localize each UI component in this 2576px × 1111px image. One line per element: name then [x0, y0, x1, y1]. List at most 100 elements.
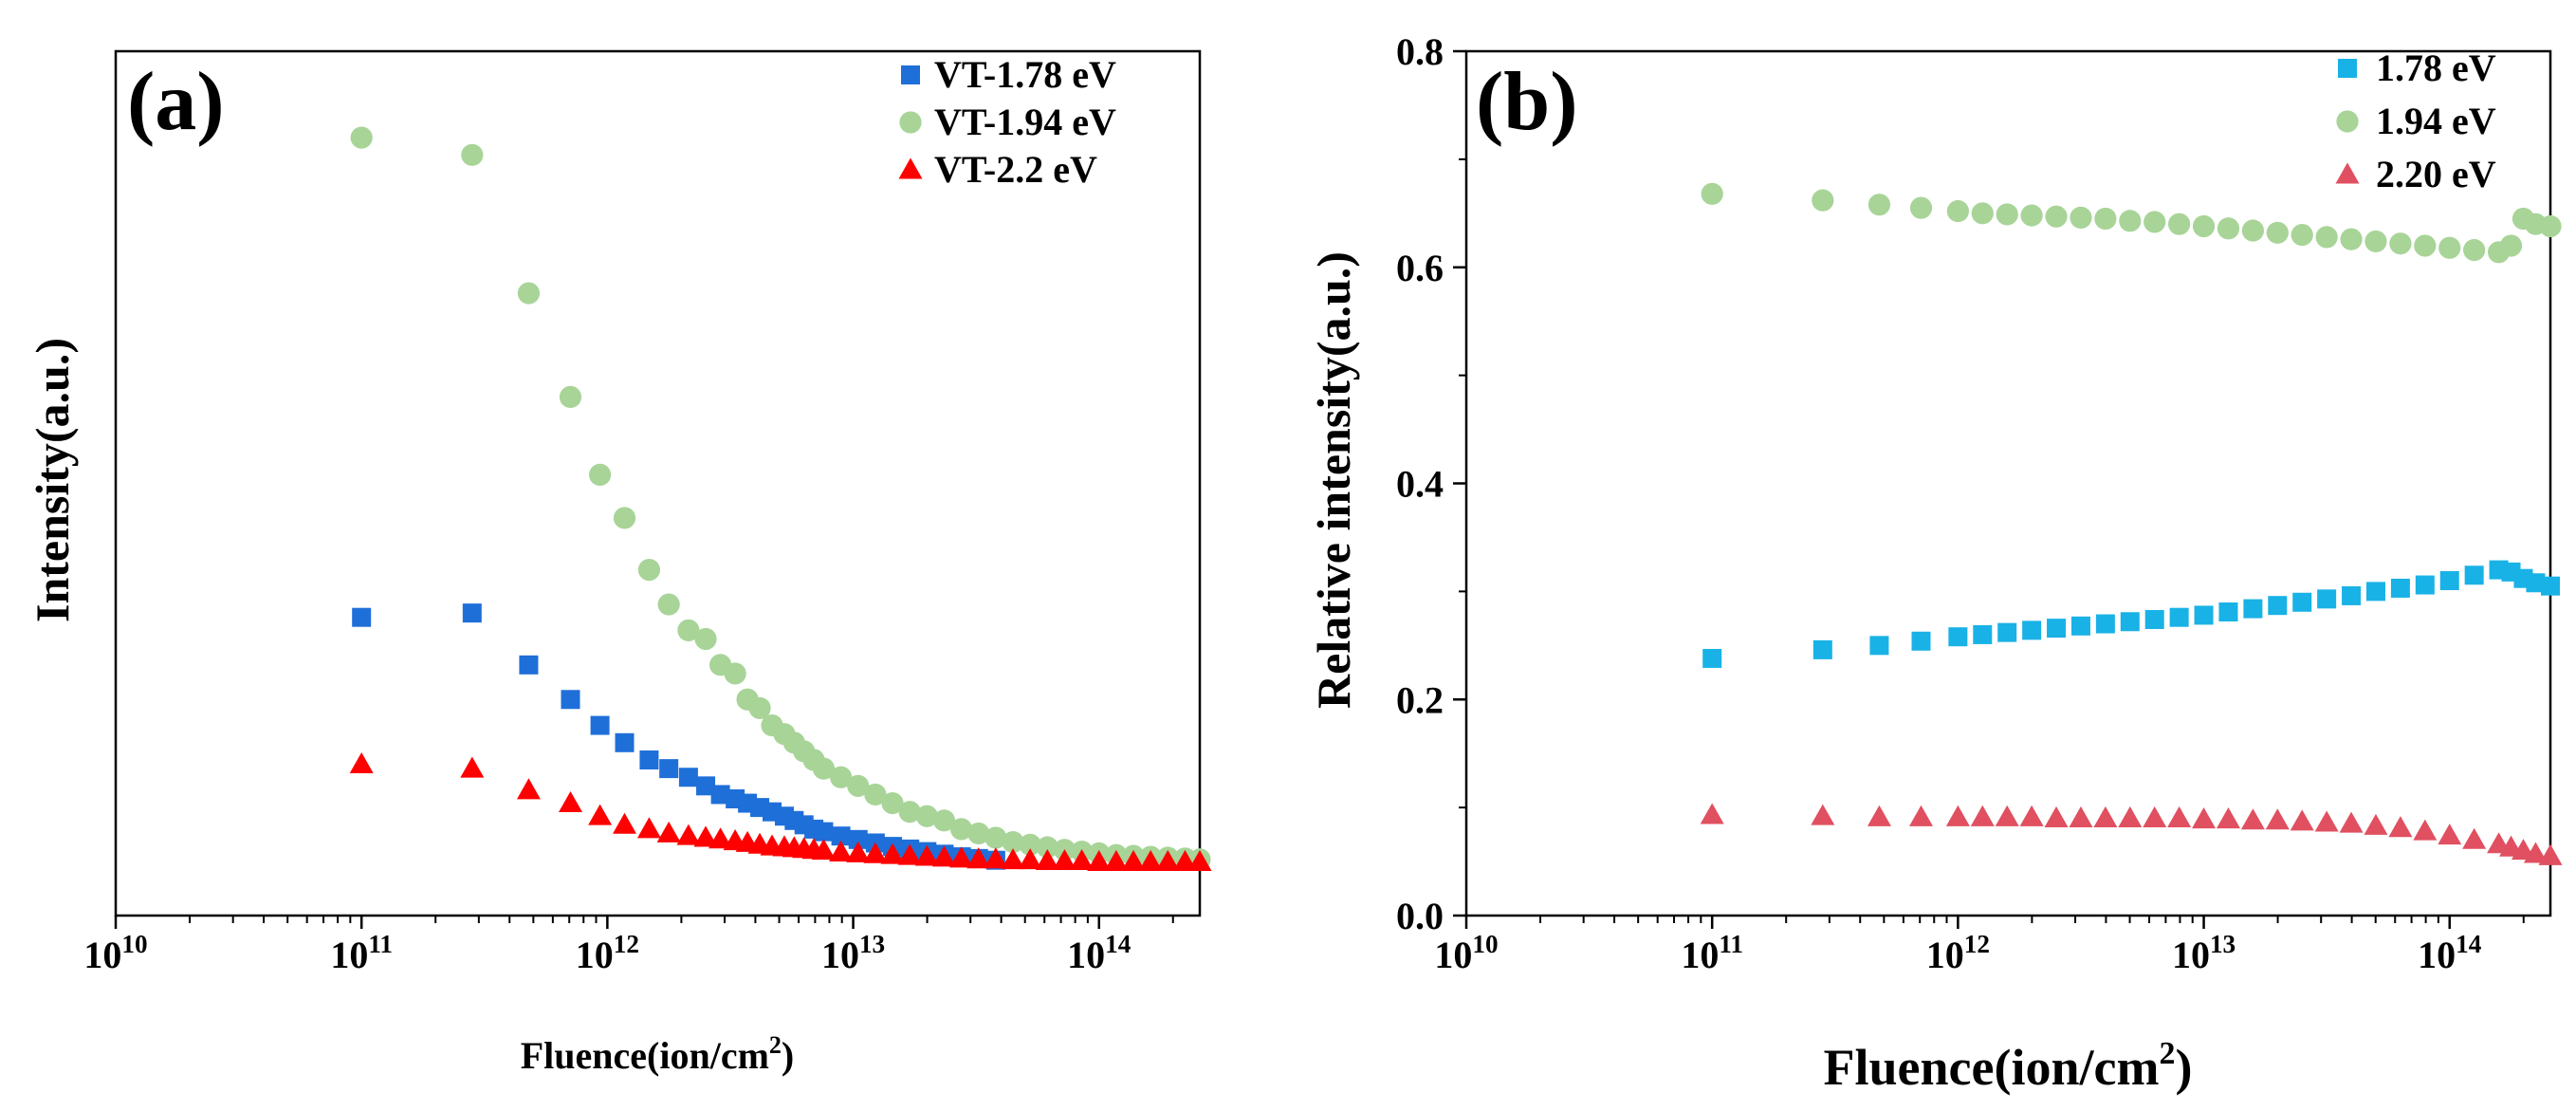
x-axis-ticks: 1010 1011 1012 1013 1014 — [83, 916, 1174, 976]
data-point — [657, 593, 680, 616]
data-point — [2045, 205, 2068, 228]
data-point — [2291, 223, 2313, 247]
x-axis-label: Fluence(ion/cm2) — [521, 1031, 795, 1077]
data-point — [1104, 849, 1129, 871]
data-point — [558, 790, 582, 813]
data-point — [1812, 639, 1832, 659]
data-point — [1867, 805, 1891, 826]
data-point — [2047, 619, 2067, 639]
data-point — [2390, 578, 2410, 598]
data-point — [898, 801, 921, 824]
data-point — [2194, 605, 2214, 625]
data-point — [1971, 202, 1994, 225]
data-point — [613, 812, 637, 834]
data-point — [2169, 607, 2189, 627]
data-point — [966, 847, 991, 869]
x-axis-label-sup: 2 — [2159, 1036, 2175, 1071]
y-tick-label: 0.2 — [1396, 678, 1444, 721]
data-point — [814, 822, 834, 842]
data-point — [2168, 213, 2191, 235]
x-axis-ticks: 1010 1011 1012 1013 1014 — [1434, 916, 2525, 976]
data-point — [2439, 570, 2459, 590]
data-point — [2538, 843, 2563, 865]
data-point — [1911, 631, 1931, 651]
data-point — [656, 821, 681, 843]
data-point — [2022, 620, 2042, 640]
y-axis-label: Intensity(a.u.) — [26, 338, 79, 622]
y-tick-label: 0.8 — [1396, 30, 1444, 73]
data-point — [1700, 803, 1724, 824]
data-point — [559, 385, 582, 408]
data-point — [636, 817, 661, 839]
x-tick-label: 1011 — [330, 930, 393, 976]
x-tick-label: 1014 — [2418, 930, 2482, 976]
panel-a: 1010 1011 1012 1013 1014 VT-1.78 eV VT-1.94 e… — [26, 49, 1212, 1077]
data-point — [1019, 833, 1041, 856]
data-point — [915, 805, 938, 827]
data-point — [2526, 573, 2546, 593]
x-axis-label-main: Fluence(ion/cm — [521, 1034, 769, 1077]
legend-label: 1.94 eV — [2376, 100, 2496, 142]
data-point — [2192, 214, 2216, 238]
data-point — [2266, 221, 2289, 244]
data-point — [829, 766, 853, 788]
x-tick-label: 1013 — [821, 930, 885, 976]
series-vt-1-94-ev — [350, 126, 1211, 871]
data-point — [693, 825, 718, 847]
x-axis-label-sup: 2 — [769, 1031, 782, 1059]
data-point — [2240, 808, 2265, 830]
legend-label: VT-2.2 eV — [934, 148, 1097, 191]
data-point — [1702, 648, 1722, 668]
x-tick-label: 1013 — [2172, 930, 2236, 976]
data-point — [2438, 824, 2462, 845]
legend-marker — [2336, 110, 2359, 133]
y-axis-ticks: 0.0 0.2 0.4 0.6 0.8 — [1396, 30, 1466, 937]
data-point — [984, 847, 1008, 869]
data-point — [637, 559, 661, 582]
data-point — [949, 846, 974, 868]
data-point — [1869, 636, 1889, 656]
data-point — [812, 757, 836, 780]
data-point — [1995, 805, 2019, 826]
data-point — [1701, 182, 1723, 205]
data-point — [2144, 609, 2164, 629]
legend-marker — [2338, 59, 2357, 78]
data-point — [2069, 805, 2093, 827]
data-point — [2342, 585, 2362, 605]
data-point — [1909, 196, 1933, 219]
data-point — [588, 463, 612, 486]
x-axis-label-main: Fluence(ion/cm — [1824, 1039, 2160, 1096]
data-point — [2265, 808, 2290, 830]
data-point — [2167, 805, 2192, 827]
data-point — [1868, 194, 1891, 216]
legend-label: VT-1.78 eV — [934, 53, 1116, 96]
data-point — [2364, 813, 2388, 835]
x-tick-label: 1010 — [1434, 930, 1498, 976]
data-point — [967, 822, 990, 845]
data-point — [2241, 219, 2264, 242]
series-vt-1-78-ev — [352, 603, 1005, 870]
data-point — [914, 844, 939, 866]
data-point — [1070, 849, 1095, 871]
data-point — [517, 282, 541, 305]
data-point — [461, 143, 484, 166]
data-point — [462, 603, 482, 623]
panel-label: (a) — [127, 56, 225, 148]
data-point — [2094, 207, 2117, 231]
data-point — [1121, 849, 1146, 871]
data-markers — [349, 126, 1212, 871]
data-point — [1970, 805, 1995, 826]
x-axis-label-close: ) — [2175, 1039, 2192, 1096]
data-point — [846, 841, 871, 862]
data-point — [2192, 807, 2217, 829]
data-point — [1945, 805, 1970, 826]
data-point — [2290, 809, 2314, 831]
legend: 1.78 eV 1.94 eV 2.20 eV — [2335, 46, 2496, 195]
data-point — [2292, 592, 2312, 612]
data-point — [2143, 805, 2167, 827]
data-point — [881, 791, 904, 815]
data-point — [2218, 602, 2238, 622]
data-point — [2463, 238, 2486, 262]
legend-marker — [899, 111, 922, 134]
